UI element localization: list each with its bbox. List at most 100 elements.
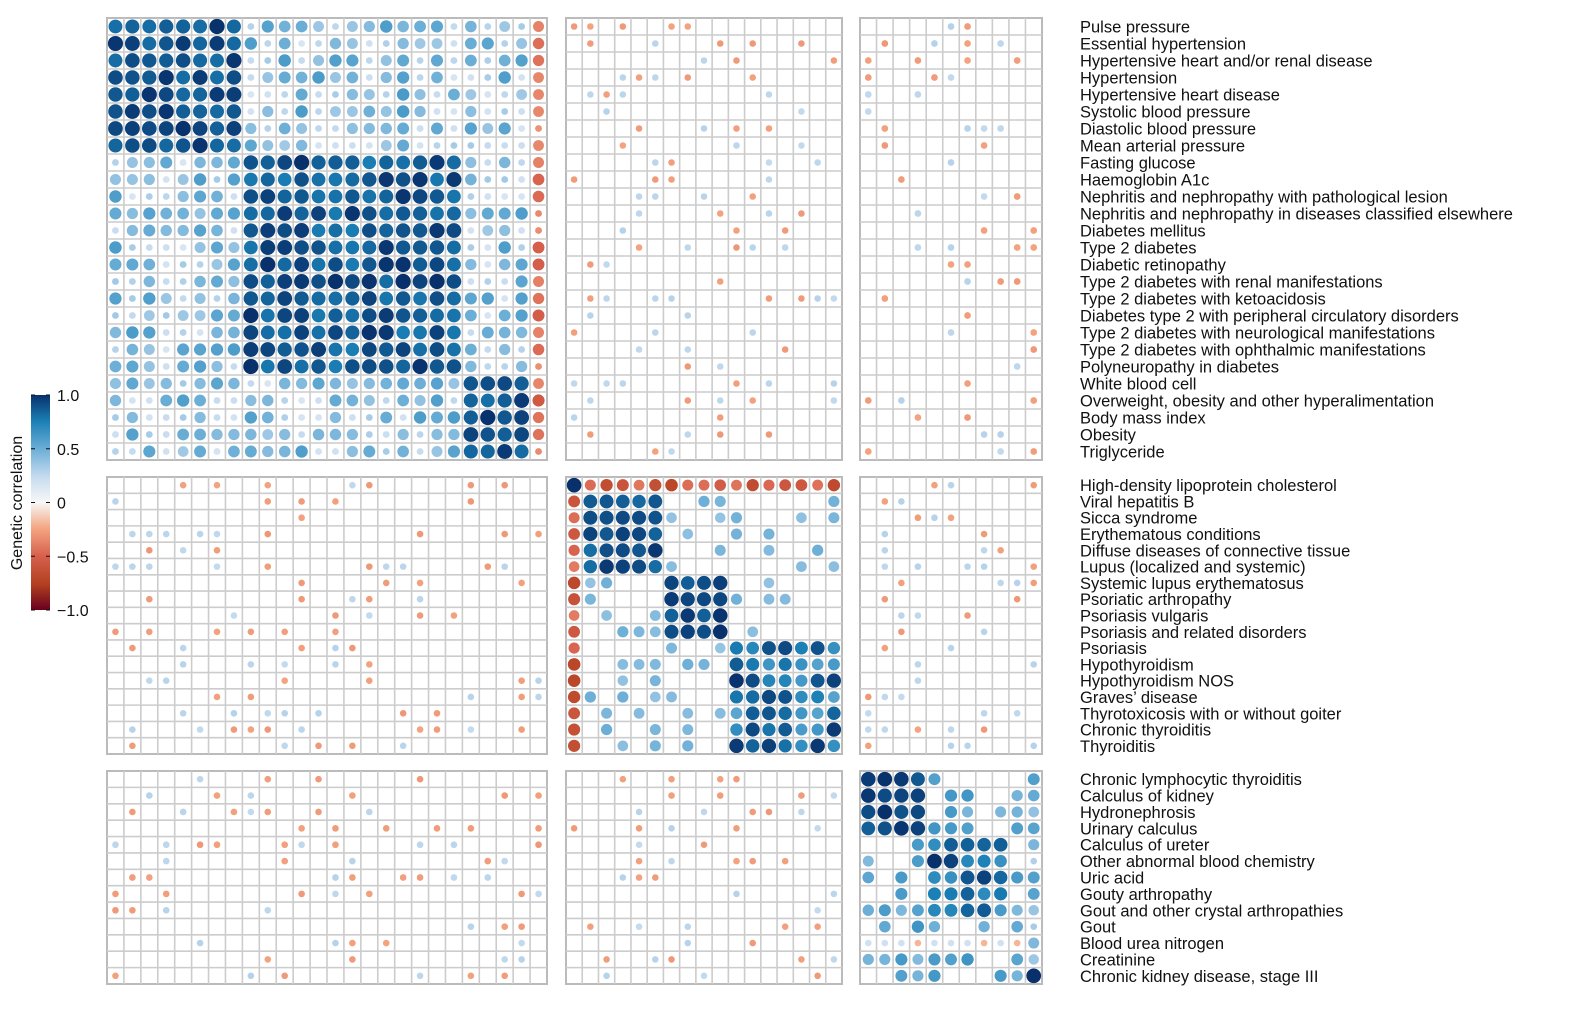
correlation-dot (484, 874, 492, 881)
correlation-dot (312, 428, 325, 441)
row-label: Hydronephrosis (1080, 804, 1196, 822)
correlation-dot (227, 343, 241, 356)
correlation-dot (633, 479, 645, 491)
correlation-dot (365, 142, 373, 149)
row-label: Systolic blood pressure (1080, 104, 1251, 122)
correlation-dot (698, 479, 710, 491)
correlation-dot (142, 36, 157, 51)
correlation-dot (826, 722, 842, 737)
correlation-dot (315, 40, 322, 47)
correlation-dot (1030, 661, 1038, 668)
correlation-dot (264, 91, 272, 98)
correlation-dot (260, 308, 275, 323)
correlation-dot (484, 108, 492, 115)
correlation-dot (684, 431, 692, 438)
correlation-dot (928, 871, 941, 884)
correlation-dot (366, 612, 373, 619)
correlation-dot (162, 530, 170, 538)
row-label: Diffuse diseases of connective tissue (1080, 542, 1350, 560)
correlation-dot (1030, 857, 1038, 865)
correlation-dot (587, 91, 594, 98)
correlation-dot (830, 397, 838, 404)
row-label: Pulse pressure (1080, 19, 1190, 37)
correlation-dot (395, 188, 411, 205)
correlation-dot (363, 20, 375, 33)
correlation-dot (980, 530, 988, 538)
correlation-dot (177, 190, 189, 203)
correlation-dot (700, 193, 708, 200)
correlation-dot (467, 825, 475, 832)
correlation-dot (501, 530, 508, 538)
correlation-dot (830, 380, 838, 387)
correlation-dot (313, 21, 324, 32)
correlation-dot (414, 38, 426, 49)
correlation-dot (109, 326, 122, 339)
correlation-dot (416, 74, 424, 81)
correlation-dot (798, 142, 805, 149)
correlation-dot (498, 207, 511, 220)
correlation-dot (277, 206, 293, 221)
correlation-dot (763, 479, 775, 491)
correlation-dot (535, 363, 542, 370)
correlation-dot (448, 378, 460, 389)
correlation-dot (143, 344, 155, 355)
correlation-dot (142, 53, 157, 68)
correlation-dot (635, 346, 643, 353)
correlation-dot (716, 40, 724, 47)
correlation-dot (399, 874, 407, 881)
correlation-dot (617, 691, 629, 703)
correlation-dot (278, 54, 291, 67)
correlation-dot (329, 411, 342, 424)
correlation-dot (484, 312, 492, 319)
correlation-dot (811, 690, 825, 704)
correlation-dot (264, 808, 272, 816)
correlation-dot (260, 274, 275, 289)
correlation-dot (179, 329, 187, 336)
correlation-dot (480, 376, 496, 391)
correlation-dot (177, 360, 190, 373)
correlation-dot (260, 291, 275, 306)
correlation-dot (881, 40, 889, 47)
correlation-dot (328, 308, 343, 323)
correlation-dot (583, 559, 598, 574)
correlation-dot (429, 342, 445, 357)
correlation-dot (143, 445, 156, 458)
correlation-dot (129, 906, 136, 914)
correlation-dot (700, 57, 708, 64)
correlation-dot (396, 88, 410, 101)
correlation-dot (632, 559, 647, 574)
correlation-dot (211, 360, 223, 373)
correlation-dot (262, 445, 274, 458)
correlation-dot (177, 207, 189, 220)
correlation-dot (433, 709, 441, 717)
correlation-dot (1028, 806, 1040, 818)
correlation-dot (514, 444, 529, 459)
correlation-dot (281, 628, 288, 636)
correlation-dot (378, 256, 394, 273)
correlation-dot (587, 261, 594, 268)
correlation-dot (1028, 904, 1040, 916)
correlation-dot (277, 359, 293, 374)
correlation-dot (749, 193, 756, 200)
correlation-dot (947, 244, 955, 251)
correlation-dot (664, 575, 679, 591)
correlation-dot (684, 23, 692, 30)
correlation-dot (587, 312, 594, 319)
correlation-dot (193, 53, 208, 68)
correlation-dot (532, 258, 545, 271)
correlation-dot (733, 142, 740, 149)
correlation-dot (298, 397, 306, 404)
correlation-dot (179, 261, 187, 268)
row-label: Viral hepatitis B (1080, 493, 1194, 511)
correlation-dot (814, 159, 821, 166)
correlation-dot (668, 448, 675, 455)
correlation-dot (795, 690, 808, 704)
correlation-dot (798, 210, 805, 217)
correlation-dot (798, 792, 805, 799)
correlation-dot (977, 887, 991, 901)
correlation-dot (213, 481, 221, 489)
correlation-dot (112, 278, 119, 285)
correlation-dot (811, 707, 824, 720)
correlation-dot (126, 326, 139, 339)
correlation-dot (176, 70, 191, 85)
